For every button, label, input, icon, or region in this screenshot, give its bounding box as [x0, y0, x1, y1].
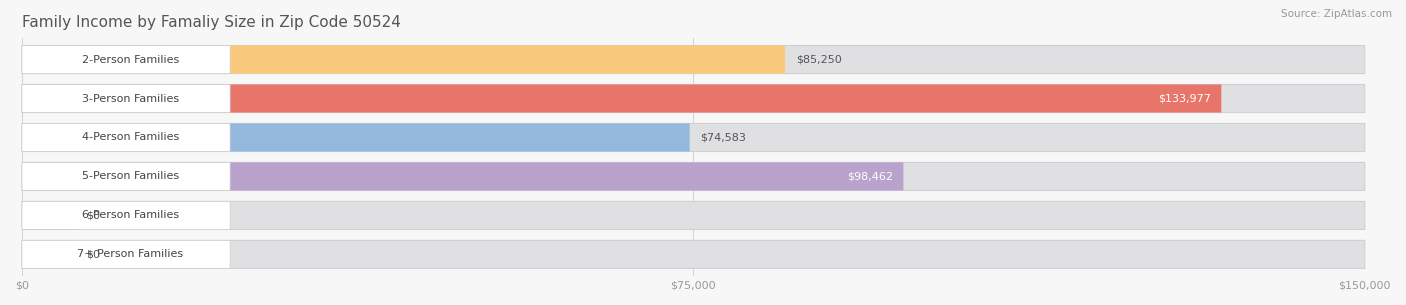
Text: 5-Person Families: 5-Person Families — [82, 171, 179, 181]
FancyBboxPatch shape — [22, 45, 1365, 74]
Text: $74,583: $74,583 — [700, 132, 747, 142]
Text: 3-Person Families: 3-Person Families — [82, 94, 179, 103]
FancyBboxPatch shape — [22, 240, 1365, 268]
FancyBboxPatch shape — [22, 163, 1365, 191]
Text: 4-Person Families: 4-Person Families — [82, 132, 179, 142]
Text: Source: ZipAtlas.com: Source: ZipAtlas.com — [1281, 9, 1392, 19]
FancyBboxPatch shape — [22, 124, 689, 152]
Text: 2-Person Families: 2-Person Families — [82, 55, 179, 65]
FancyBboxPatch shape — [22, 84, 1365, 113]
Text: $85,250: $85,250 — [796, 55, 842, 65]
FancyBboxPatch shape — [22, 45, 785, 74]
Text: $98,462: $98,462 — [846, 171, 893, 181]
FancyBboxPatch shape — [22, 124, 231, 152]
FancyBboxPatch shape — [22, 240, 231, 268]
Text: $133,977: $133,977 — [1157, 94, 1211, 103]
Text: $0: $0 — [86, 210, 100, 221]
FancyBboxPatch shape — [22, 124, 1365, 152]
Text: 7+ Person Families: 7+ Person Families — [77, 249, 183, 259]
FancyBboxPatch shape — [22, 201, 231, 229]
Text: $0: $0 — [86, 249, 100, 259]
FancyBboxPatch shape — [22, 84, 1222, 113]
Text: Family Income by Famaliy Size in Zip Code 50524: Family Income by Famaliy Size in Zip Cod… — [22, 15, 401, 30]
FancyBboxPatch shape — [22, 163, 904, 191]
FancyBboxPatch shape — [22, 240, 76, 268]
FancyBboxPatch shape — [22, 201, 1365, 229]
FancyBboxPatch shape — [22, 84, 231, 113]
FancyBboxPatch shape — [22, 163, 231, 191]
FancyBboxPatch shape — [22, 201, 76, 229]
Text: 6-Person Families: 6-Person Families — [82, 210, 179, 221]
FancyBboxPatch shape — [22, 45, 231, 74]
